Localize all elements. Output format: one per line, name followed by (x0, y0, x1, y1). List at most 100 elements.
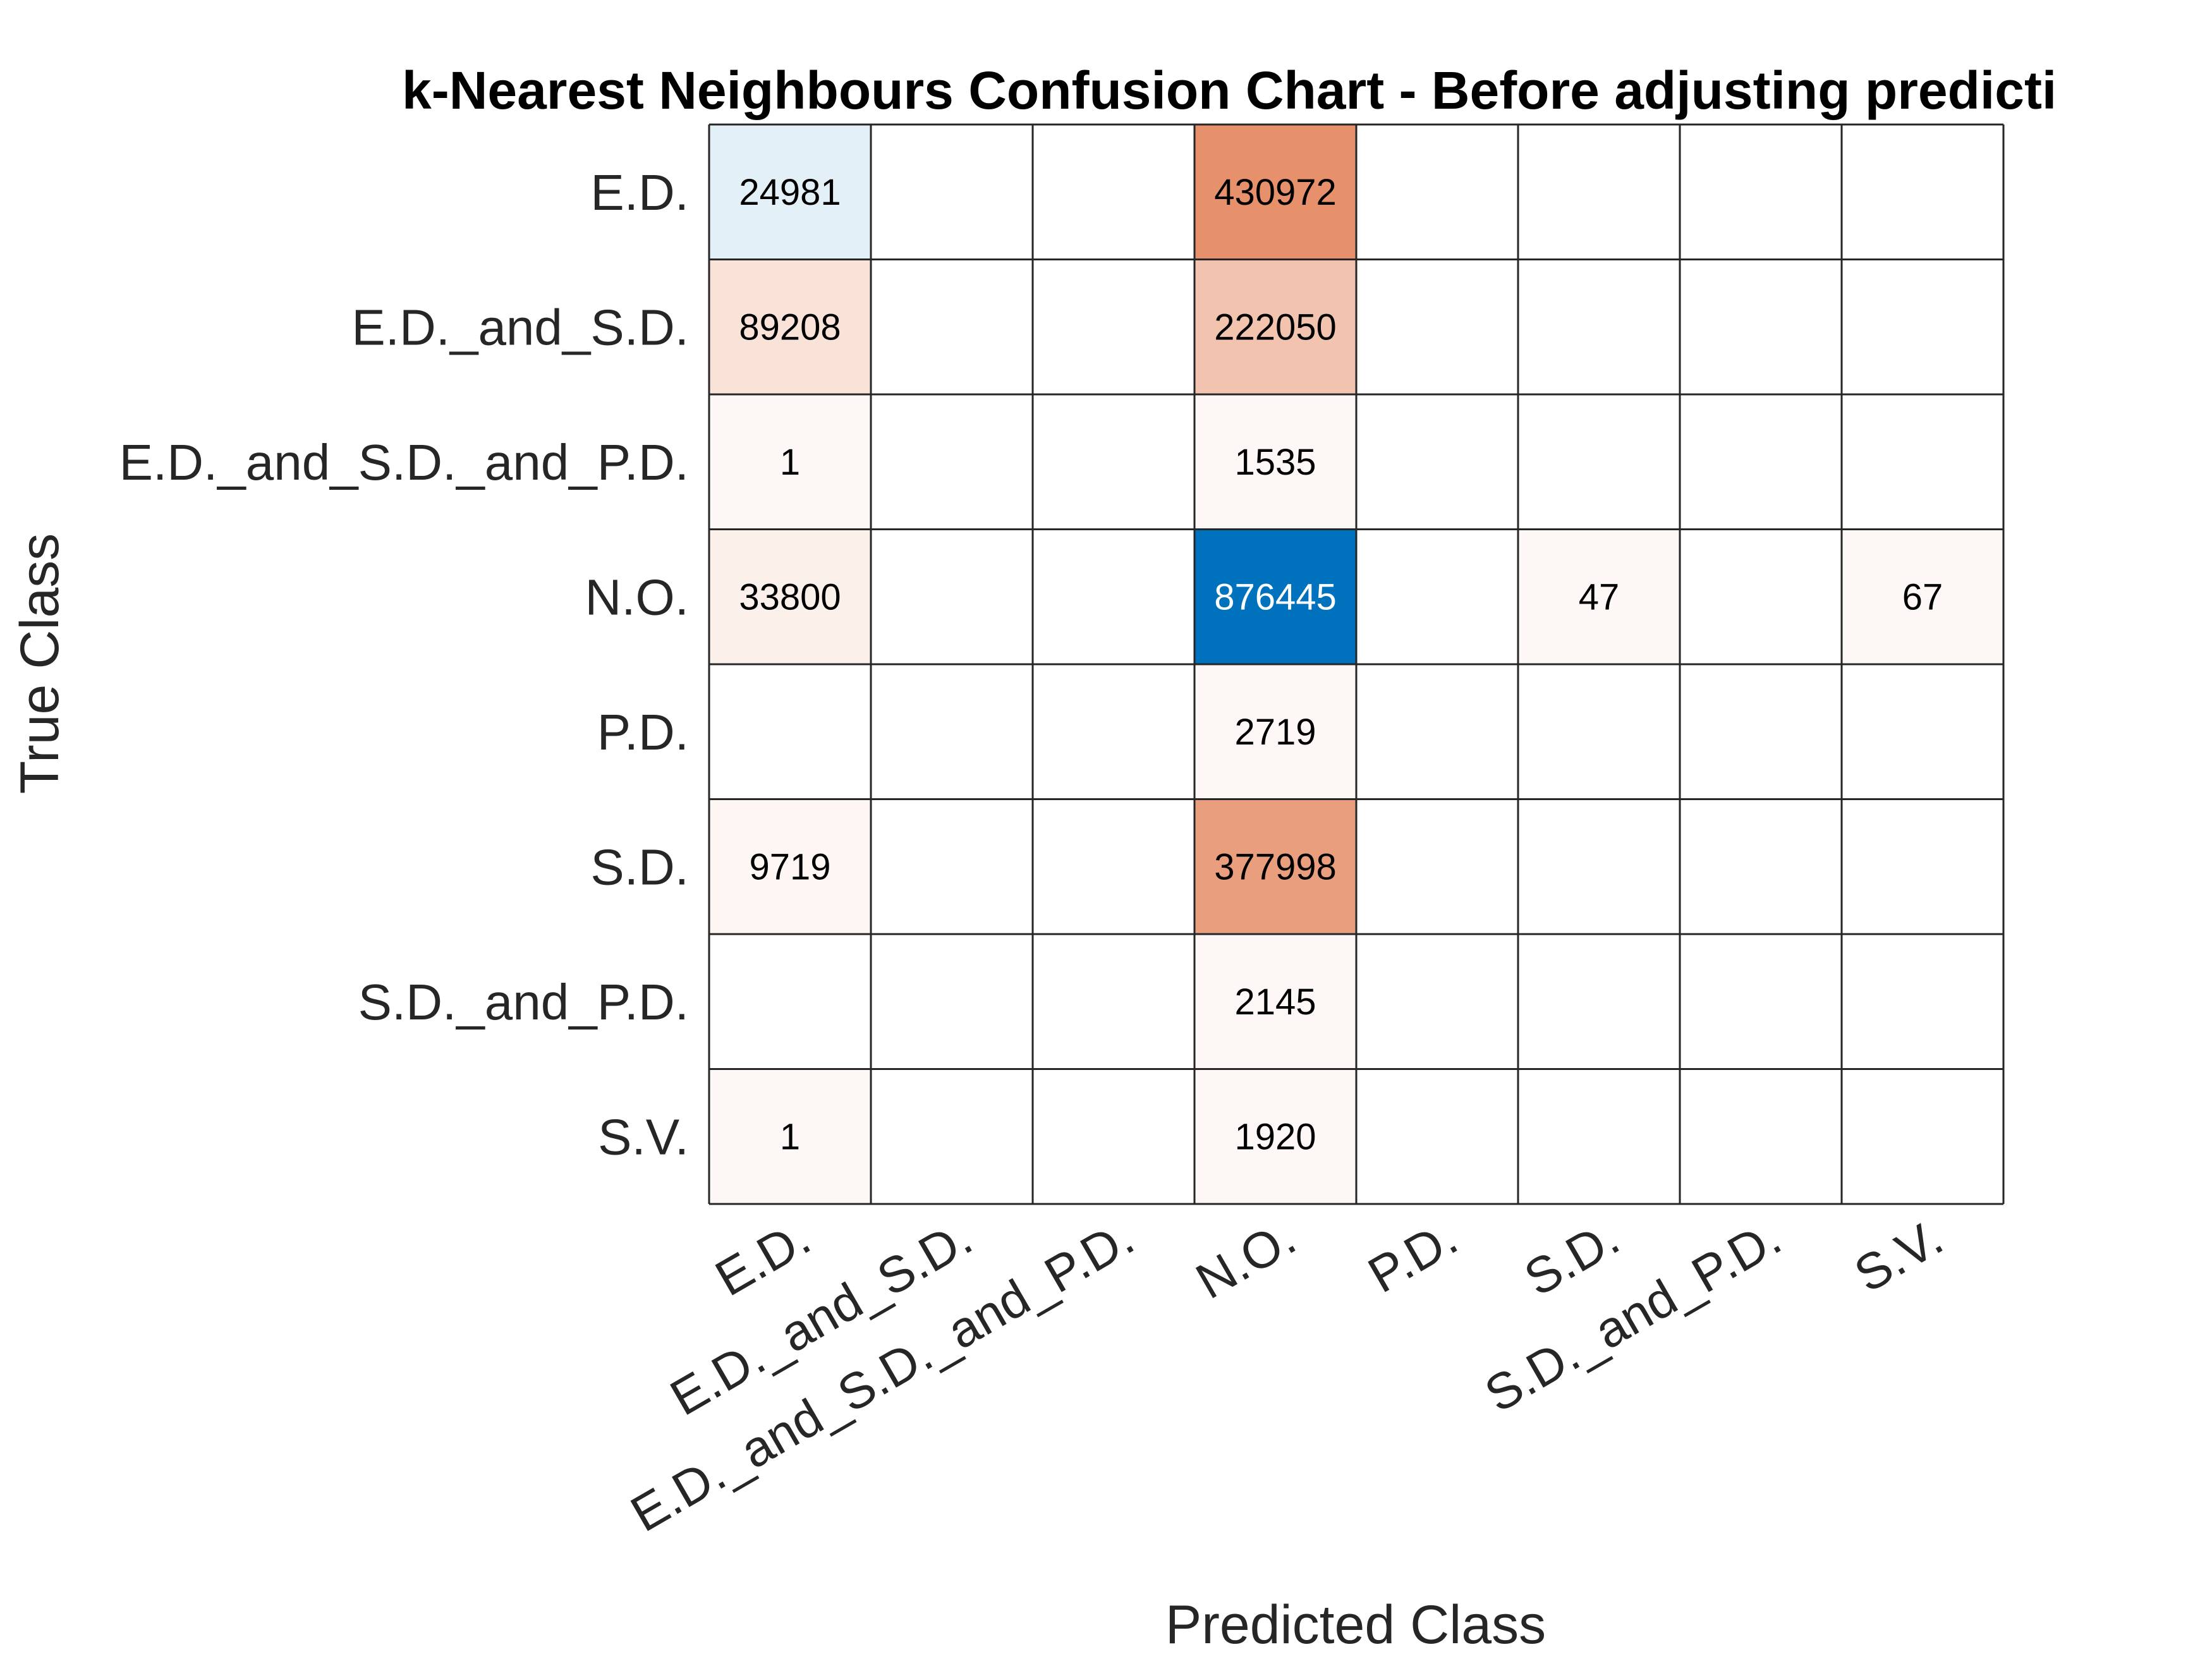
cell-2-0 (709, 394, 871, 530)
cell-4-5 (1518, 664, 1680, 799)
cell-value-2-3: 1535 (1234, 442, 1316, 483)
cell-6-7 (1842, 934, 2003, 1069)
cell-0-7 (1842, 125, 2003, 260)
y-tick-e-d: E.D. (590, 164, 689, 221)
x-tick-s-v: S.V. (1845, 1209, 1952, 1303)
cell-3-7 (1842, 529, 2003, 664)
cell-value-3-5: 47 (1579, 576, 1620, 617)
cell-4-1 (871, 664, 1033, 799)
cell-1-3 (1194, 259, 1356, 394)
cell-3-0 (709, 529, 871, 664)
cell-value-1-0: 89208 (739, 307, 841, 348)
cell-5-0 (709, 799, 871, 934)
cell-6-4 (1356, 934, 1518, 1069)
cell-5-4 (1356, 799, 1518, 934)
cell-6-2 (1033, 934, 1194, 1069)
x-tick-p-d: P.D. (1359, 1209, 1466, 1304)
chart-title: k-Nearest Neighbours Confusion Chart - B… (402, 61, 2057, 120)
cell-3-3 (1194, 529, 1356, 664)
cell-6-5 (1518, 934, 1680, 1069)
cell-3-1 (871, 529, 1033, 664)
cell-0-4 (1356, 125, 1518, 260)
cell-2-4 (1356, 394, 1518, 530)
cell-6-3 (1194, 934, 1356, 1069)
cell-2-5 (1518, 394, 1680, 530)
cell-value-6-3: 2145 (1234, 981, 1316, 1023)
matrix-cells: 24981 430972 89208 222050 1 1535 33800 876445 47… (709, 125, 2003, 1204)
cell-1-2 (1033, 259, 1194, 394)
cell-value-5-3: 377998 (1214, 846, 1337, 887)
cell-7-4 (1356, 1069, 1518, 1204)
cell-4-7 (1842, 664, 2003, 799)
cell-7-0 (709, 1069, 871, 1204)
cell-value-1-3: 222050 (1214, 307, 1337, 348)
cell-value-3-3: 876445 (1214, 576, 1337, 617)
cell-5-5 (1518, 799, 1680, 934)
cell-value-5-0: 9719 (749, 846, 830, 887)
cell-1-5 (1518, 259, 1680, 394)
cell-5-3 (1194, 799, 1356, 934)
cell-6-1 (871, 934, 1033, 1069)
cell-2-1 (871, 394, 1033, 530)
cell-4-3 (1194, 664, 1356, 799)
cell-1-0 (709, 259, 871, 394)
cell-3-5 (1518, 529, 1680, 664)
cell-value-2-0: 1 (780, 442, 800, 483)
cell-5-6 (1680, 799, 1842, 934)
cell-2-7 (1842, 394, 2003, 530)
cell-0-5 (1518, 125, 1680, 260)
cell-1-1 (871, 259, 1033, 394)
y-tick-s-d: S.D. (590, 839, 689, 895)
cell-4-2 (1033, 664, 1194, 799)
cell-0-0 (709, 125, 871, 260)
cell-3-4 (1356, 529, 1518, 664)
cell-7-6 (1680, 1069, 1842, 1204)
cell-5-1 (871, 799, 1033, 934)
cell-value-3-0: 33800 (739, 576, 841, 617)
cell-0-6 (1680, 125, 1842, 260)
cell-1-7 (1842, 259, 2003, 394)
cell-3-2 (1033, 529, 1194, 664)
cell-value-7-3: 1920 (1234, 1116, 1316, 1157)
cell-6-6 (1680, 934, 1842, 1069)
cell-value-0-3: 430972 (1214, 172, 1337, 213)
x-tick-s-d-and-p-d: S.D._and_P.D. (1476, 1209, 1790, 1423)
cell-1-4 (1356, 259, 1518, 394)
cell-5-2 (1033, 799, 1194, 934)
cell-4-0 (709, 664, 871, 799)
cell-7-1 (871, 1069, 1033, 1204)
cell-2-6 (1680, 394, 1842, 530)
matrix-grid (708, 123, 2005, 1205)
cell-value-7-0: 1 (780, 1116, 800, 1157)
x-tick-e-d: E.D. (706, 1209, 819, 1307)
x-axis-label: Predicted Class (1165, 1595, 1546, 1655)
cell-6-0 (709, 934, 871, 1069)
y-tick-s-d-and-p-d: S.D._and_P.D. (358, 974, 689, 1030)
cell-2-2 (1033, 394, 1194, 530)
y-tick-n-o: N.O. (585, 569, 689, 625)
x-tick-s-d: S.D. (1515, 1209, 1628, 1307)
cell-0-1 (871, 125, 1033, 260)
cell-7-2 (1033, 1069, 1194, 1204)
cell-value-3-7: 67 (1902, 576, 1943, 617)
cell-4-6 (1680, 664, 1842, 799)
y-tick-e-d-and-s-d: E.D._and_S.D. (351, 299, 689, 355)
cell-2-3 (1194, 394, 1356, 530)
cell-4-4 (1356, 664, 1518, 799)
cell-7-5 (1518, 1069, 1680, 1204)
cell-3-6 (1680, 529, 1842, 664)
y-tick-p-d: P.D. (597, 704, 689, 760)
cell-1-6 (1680, 259, 1842, 394)
cell-0-2 (1033, 125, 1194, 260)
y-tick-labels: E.D. E.D._and_S.D. E.D._and_S.D._and_P.D. N… (119, 164, 689, 1165)
cell-value-0-0: 24981 (739, 172, 841, 213)
y-tick-s-v: S.V. (598, 1109, 689, 1165)
x-tick-labels: E.D.E.D._and_S.D.E.D._and_S.D._and_P.D. N… (621, 1209, 1952, 1543)
cell-0-3 (1194, 125, 1356, 260)
y-tick-e-d-and-s-d-and-p-d: E.D._and_S.D._and_P.D. (119, 434, 689, 490)
y-axis-label: True Class (9, 533, 70, 794)
cell-7-3 (1194, 1069, 1356, 1204)
cell-value-4-3: 2719 (1234, 712, 1316, 753)
cell-5-7 (1842, 799, 2003, 934)
